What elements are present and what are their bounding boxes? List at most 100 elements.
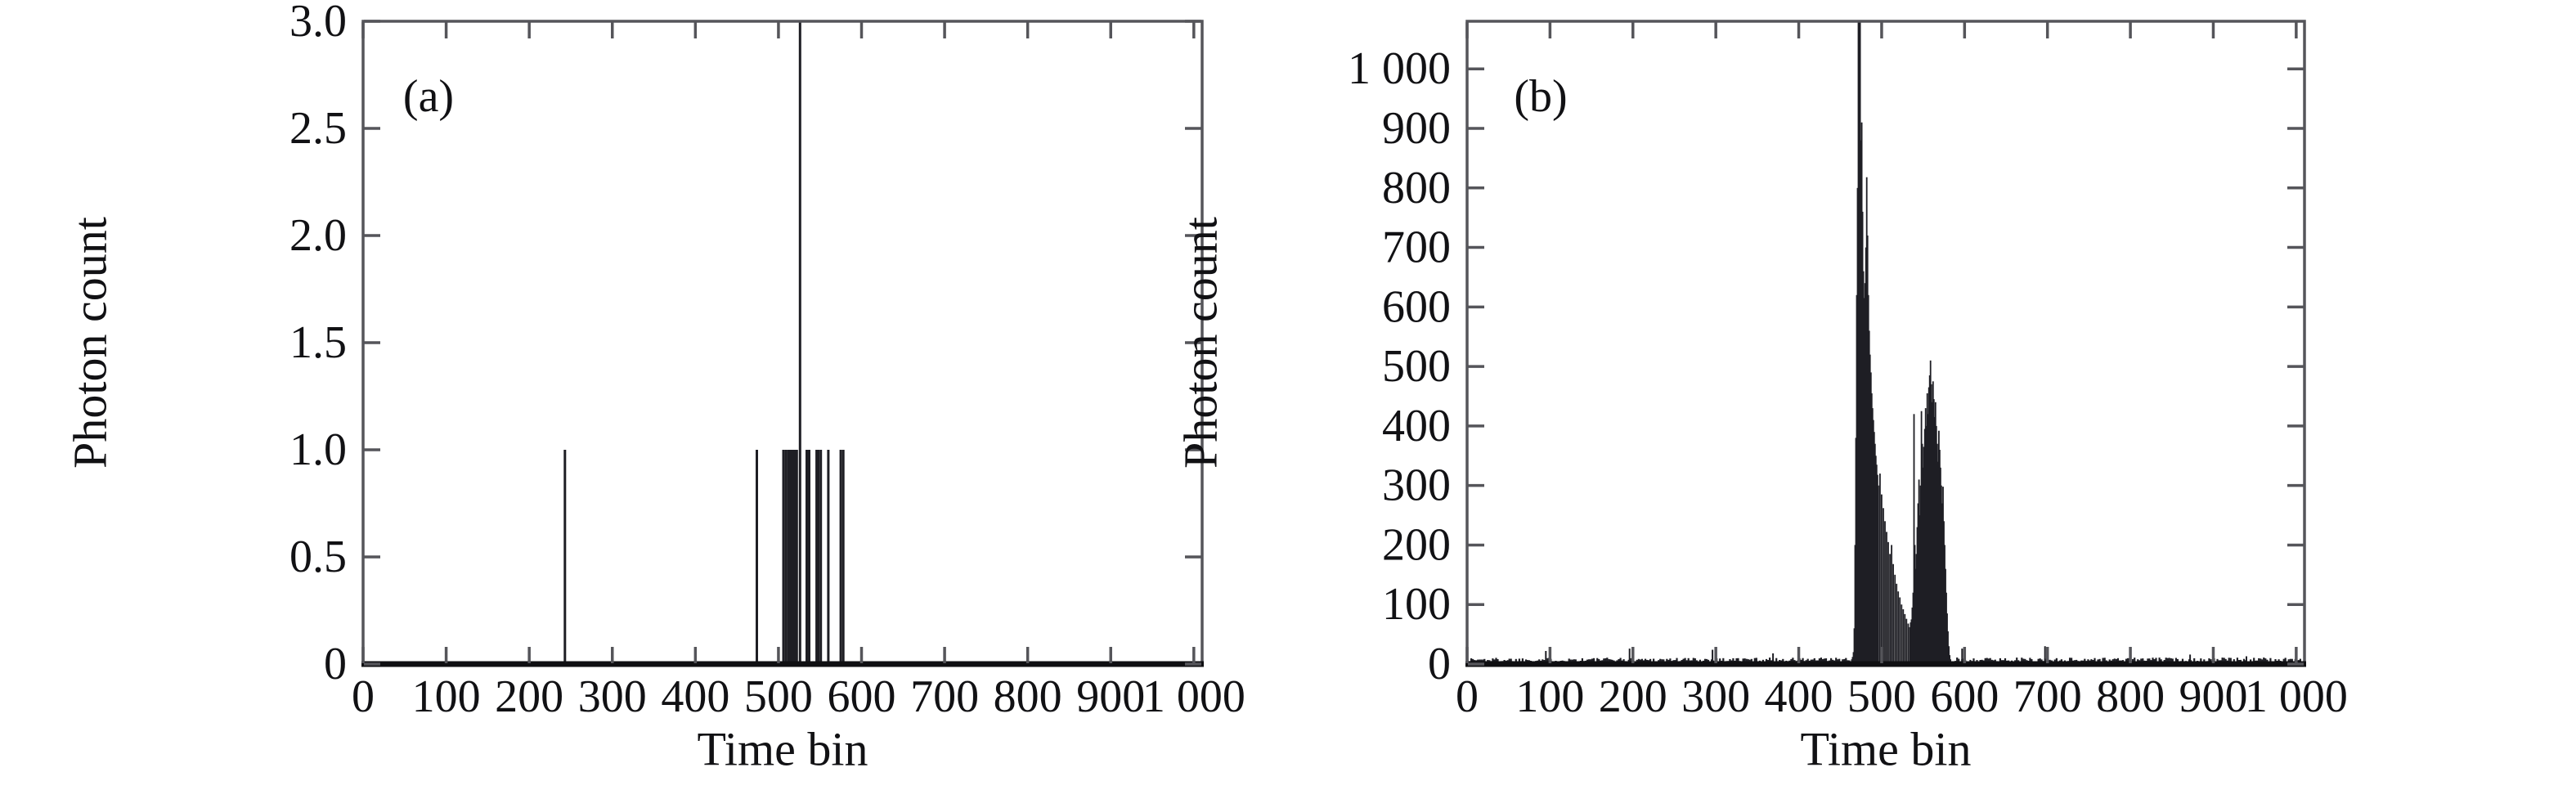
noise-bar bbox=[1802, 658, 1804, 664]
data-bar bbox=[1949, 655, 1950, 664]
noise-bar bbox=[1755, 658, 1757, 664]
data-bar bbox=[784, 450, 788, 664]
data-bar bbox=[1865, 177, 1868, 664]
data-bar bbox=[1928, 387, 1930, 664]
data-bar bbox=[1857, 21, 1860, 664]
data-bar bbox=[1922, 467, 1924, 664]
data-bar bbox=[1912, 592, 1914, 664]
data-bar bbox=[1866, 236, 1869, 664]
y-tick-label: 1 000 bbox=[1348, 43, 1451, 94]
y-tick-label: 800 bbox=[1382, 163, 1451, 213]
data-bar bbox=[1941, 485, 1942, 664]
noise-bar bbox=[1596, 658, 1599, 664]
y-tick-label: 100 bbox=[1382, 579, 1451, 630]
panel-a-x-axis-title: Time bin bbox=[697, 722, 868, 776]
data-bar bbox=[1940, 467, 1941, 664]
x-tick-label: 100 bbox=[412, 671, 481, 722]
noise-bar bbox=[1984, 658, 1986, 664]
x-tick-label: 700 bbox=[910, 671, 979, 722]
x-tick-label: 1 000 bbox=[2245, 671, 2348, 722]
noise-bar bbox=[1676, 658, 1678, 664]
data-bar bbox=[1860, 140, 1862, 665]
noise-bar bbox=[2236, 658, 2238, 664]
noise-bar bbox=[2165, 658, 2167, 664]
data-bar bbox=[1904, 613, 1906, 664]
data-bar bbox=[782, 450, 785, 664]
data-bar bbox=[1942, 487, 1944, 664]
x-tick-label: 900 bbox=[2179, 671, 2247, 722]
data-bar bbox=[1853, 628, 1856, 664]
noise-spike-bar bbox=[1961, 649, 1963, 664]
data-bar bbox=[1860, 122, 1863, 664]
noise-bar bbox=[2284, 658, 2287, 664]
data-bar bbox=[1914, 545, 1916, 664]
data-bar bbox=[1894, 574, 1896, 664]
noise-bar bbox=[2258, 658, 2260, 664]
y-tick-label: 2.5 bbox=[289, 103, 347, 154]
data-bar bbox=[815, 450, 819, 664]
x-tick-label: 600 bbox=[828, 671, 896, 722]
y-tick-label: 2.0 bbox=[289, 210, 347, 261]
x-tick-label: 600 bbox=[1930, 671, 1999, 722]
noise-spike-bar bbox=[2246, 656, 2247, 664]
noise-bar bbox=[1581, 658, 1583, 664]
data-bar bbox=[1925, 425, 1928, 664]
data-bar bbox=[1897, 591, 1900, 664]
data-bar bbox=[1859, 21, 1861, 664]
noise-bar bbox=[1999, 658, 2001, 664]
noise-bar bbox=[1792, 658, 1794, 664]
noise-bar bbox=[2103, 658, 2106, 664]
noise-bar bbox=[1606, 658, 1609, 664]
data-bar bbox=[1938, 430, 1940, 664]
data-bar bbox=[1923, 429, 1926, 664]
data-bar bbox=[756, 450, 758, 664]
data-bar bbox=[1921, 443, 1923, 664]
noise-bar bbox=[2126, 658, 2129, 664]
x-tick-label: 400 bbox=[661, 671, 729, 722]
data-bar bbox=[1868, 330, 1870, 664]
data-bar bbox=[1883, 508, 1884, 664]
noise-spike-bar bbox=[1628, 649, 1631, 664]
data-bar bbox=[792, 450, 795, 664]
data-bar bbox=[1851, 657, 1854, 664]
noise-bar bbox=[2004, 658, 2007, 664]
data-bar bbox=[1901, 604, 1903, 664]
data-bar bbox=[1873, 432, 1875, 664]
data-bar bbox=[1878, 485, 1879, 664]
data-bar bbox=[1871, 408, 1874, 664]
noise-bar bbox=[2102, 658, 2104, 664]
x-tick-label: 300 bbox=[578, 671, 647, 722]
data-bar bbox=[1919, 515, 1921, 664]
noise-bar bbox=[1845, 658, 1847, 664]
data-bar bbox=[1864, 283, 1866, 664]
noise-bar bbox=[2021, 658, 2023, 664]
noise-bar bbox=[1732, 658, 1735, 664]
data-bar bbox=[1914, 568, 1917, 664]
x-tick-label: 300 bbox=[1681, 671, 1750, 722]
data-bar bbox=[1854, 545, 1856, 664]
noise-bar bbox=[1737, 658, 1739, 664]
data-bar bbox=[1926, 393, 1928, 664]
data-bar bbox=[1934, 402, 1936, 664]
y-tick-label: 300 bbox=[1382, 460, 1451, 511]
data-bar bbox=[1915, 554, 1918, 664]
y-tick-label: 200 bbox=[1382, 519, 1451, 570]
y-tick-label: 400 bbox=[1382, 401, 1451, 451]
data-bar bbox=[1931, 402, 1933, 664]
data-bar bbox=[1874, 456, 1877, 664]
data-bar bbox=[1919, 485, 1922, 664]
noise-bar bbox=[1735, 658, 1738, 664]
data-bar bbox=[1930, 384, 1932, 664]
noise-bar bbox=[2221, 658, 2224, 664]
x-tick-label: 500 bbox=[744, 671, 813, 722]
data-bar bbox=[1911, 607, 1914, 664]
noise-spike-bar bbox=[1712, 649, 1714, 664]
data-bar bbox=[1856, 294, 1858, 664]
noise-bar bbox=[2152, 658, 2154, 664]
noise-bar bbox=[2170, 658, 2172, 664]
noise-bar bbox=[2168, 658, 2170, 664]
panel-b-bars bbox=[1466, 21, 2301, 665]
data-bar bbox=[1932, 381, 1934, 664]
